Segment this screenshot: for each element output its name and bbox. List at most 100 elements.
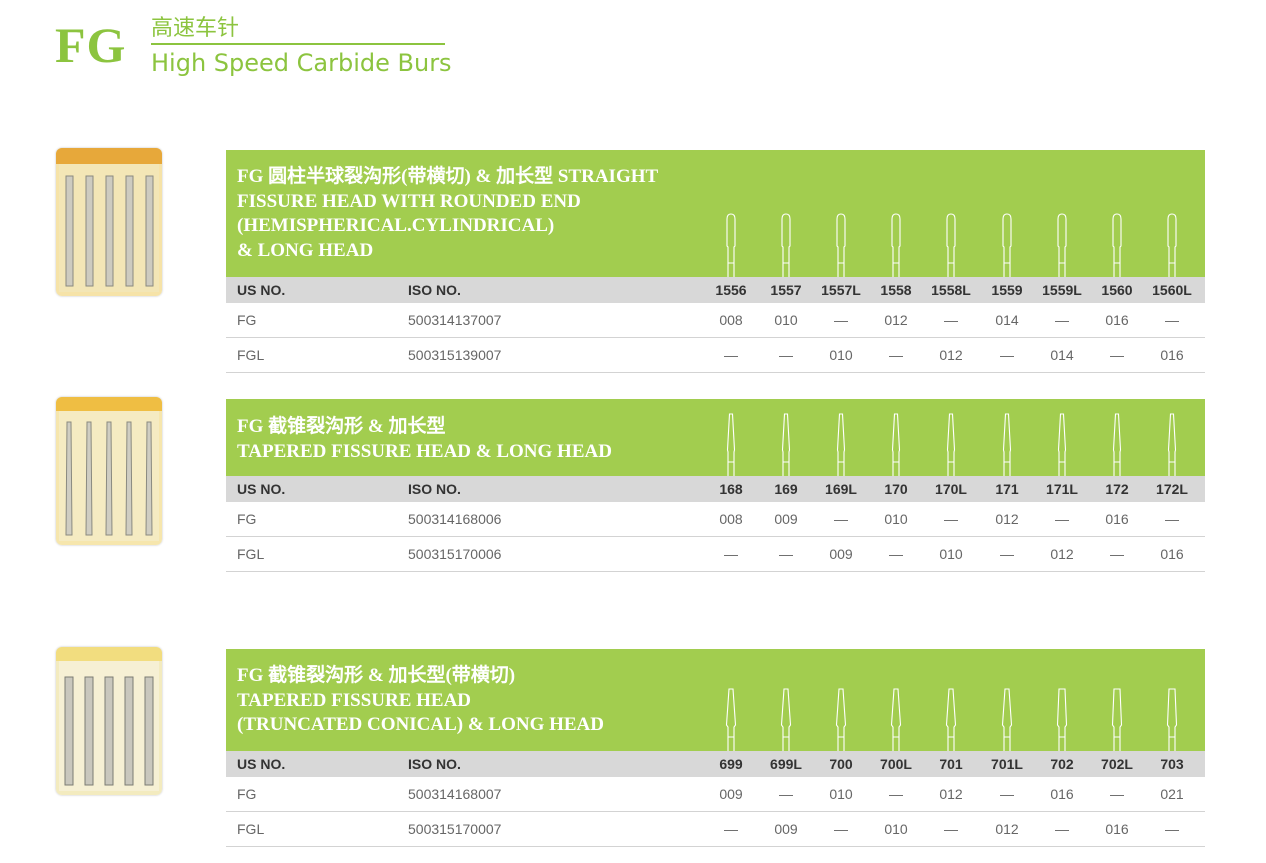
size-value-cell: — <box>834 821 848 837</box>
page-title-cn: 高速车针 <box>151 16 240 41</box>
size-header: 702L <box>1101 756 1133 772</box>
size-value-cell: — <box>779 786 793 802</box>
table-row: FGL 500315139007 — — 010 — 012 — 014 — 0… <box>226 338 1205 373</box>
iso-no-cell: 500314168006 <box>408 511 502 527</box>
size-header: 169 <box>774 481 798 497</box>
size-value-cell: 009 <box>774 511 798 527</box>
iso-no-cell: 500314168007 <box>408 786 502 802</box>
section-title-line: (HEMISPHERICAL.CYLINDRICAL) <box>237 215 555 236</box>
section-title-line: TAPERED FISSURE HEAD <box>237 689 472 711</box>
size-value-cell: — <box>889 546 903 562</box>
bur-shape-icon <box>1165 687 1179 751</box>
size-value-cell: 012 <box>1050 546 1074 562</box>
bur-shape-icon <box>724 412 738 476</box>
size-value-cell: 008 <box>719 312 743 328</box>
size-value-cell: 016 <box>1160 546 1184 562</box>
bur-shape-icon <box>834 412 848 476</box>
us-no-cell: FGL <box>237 347 265 363</box>
size-header: 170L <box>935 481 967 497</box>
bur-shape-icon <box>1165 213 1179 277</box>
size-header: 701 <box>939 756 963 772</box>
table-row: FGL 500315170007 — 009 — 010 — 012 — 016… <box>226 812 1205 847</box>
section-title: FG 截锥裂沟形 & 加长型(带横切) TAPERED FISSURE HEAD… <box>237 664 604 738</box>
size-value-cell: — <box>1055 511 1069 527</box>
size-value-cell: — <box>1055 821 1069 837</box>
size-value-cell: — <box>1110 546 1124 562</box>
bur-shape-icon <box>944 412 958 476</box>
bur-shape-icon <box>1110 412 1124 476</box>
section-title-line: TAPERED FISSURE HEAD & LONG HEAD <box>237 440 612 462</box>
product-image-straight-fissure <box>56 148 162 296</box>
bur-shape-icon <box>889 213 903 277</box>
bur-shape-icon <box>944 213 958 277</box>
size-value-cell: 010 <box>884 511 908 527</box>
size-value-cell: 012 <box>995 821 1019 837</box>
size-value-cell: 012 <box>884 312 908 328</box>
size-value-cell: — <box>944 511 958 527</box>
size-header: 699L <box>770 756 802 772</box>
bur-shape-icon <box>1000 213 1014 277</box>
bur-shape-icon <box>1110 687 1124 751</box>
size-value-cell: — <box>1165 511 1179 527</box>
size-header: 1558 <box>880 282 912 298</box>
size-header: 168 <box>719 481 743 497</box>
bur-shape-icon <box>1165 412 1179 476</box>
size-value-cell: 016 <box>1105 312 1129 328</box>
iso-no-header: ISO NO. <box>408 481 461 497</box>
size-value-cell: 009 <box>774 821 798 837</box>
bur-shape-icon <box>944 687 958 751</box>
iso-no-cell: 500315170006 <box>408 546 502 562</box>
size-value-cell: — <box>889 786 903 802</box>
bur-set-icon <box>64 676 154 786</box>
size-value-cell: 012 <box>995 511 1019 527</box>
bur-shape-icon <box>779 687 793 751</box>
section-banner: FG 截锥裂沟形 & 加长型 TAPERED FISSURE HEAD & LO… <box>226 399 1205 476</box>
size-header: 1560L <box>1152 282 1192 298</box>
size-header: 170 <box>884 481 908 497</box>
size-value-cell: 021 <box>1160 786 1184 802</box>
size-header: 703 <box>1160 756 1184 772</box>
table-row: FGL 500315170006 — — 009 — 010 — 012 — 0… <box>226 537 1205 572</box>
iso-no-cell: 500314137007 <box>408 312 502 328</box>
size-value-cell: — <box>724 347 738 363</box>
page-title-en: High Speed Carbide Burs <box>151 49 452 77</box>
bur-shape-icon <box>889 412 903 476</box>
bur-shape-icon <box>779 213 793 277</box>
size-value-cell: 016 <box>1050 786 1074 802</box>
size-value-cell: 016 <box>1160 347 1184 363</box>
product-image-tapered-fissure <box>56 397 162 545</box>
size-header: 1558L <box>931 282 971 298</box>
bur-shape-icon <box>779 412 793 476</box>
size-value-cell: — <box>1110 347 1124 363</box>
bur-shape-icon <box>1055 412 1069 476</box>
bur-shape-icon <box>1000 687 1014 751</box>
size-value-cell: 008 <box>719 511 743 527</box>
size-value-cell: 012 <box>939 786 963 802</box>
size-value-cell: 016 <box>1105 511 1129 527</box>
us-no-header: US NO. <box>237 481 286 497</box>
bur-shape-icon <box>834 213 848 277</box>
us-no-header: US NO. <box>237 756 286 772</box>
size-value-cell: — <box>1165 312 1179 328</box>
iso-no-header: ISO NO. <box>408 756 461 772</box>
size-header: 701L <box>991 756 1023 772</box>
brand-logo: FG <box>55 17 127 73</box>
size-value-cell: 012 <box>939 347 963 363</box>
bur-shape-icon <box>1055 213 1069 277</box>
section-title-line: & LONG HEAD <box>237 239 374 261</box>
size-header: 1557L <box>821 282 861 298</box>
size-header: 171L <box>1046 481 1078 497</box>
section-title-line: (TRUNCATED CONICAL) & LONG HEAD <box>237 714 604 735</box>
us-no-cell: FGL <box>237 546 265 562</box>
size-value-cell: — <box>724 821 738 837</box>
size-header: 702 <box>1050 756 1074 772</box>
bur-set-icon <box>65 421 153 536</box>
size-value-cell: — <box>1000 347 1014 363</box>
us-no-cell: FG <box>237 511 257 527</box>
size-header: 172L <box>1156 481 1188 497</box>
section-title-line: FISSURE HEAD WITH ROUNDED END <box>237 190 581 212</box>
us-no-cell: FGL <box>237 821 265 837</box>
size-header: 700 <box>829 756 853 772</box>
section-banner: FG 截锥裂沟形 & 加长型(带横切) TAPERED FISSURE HEAD… <box>226 649 1205 751</box>
bur-shape-icon <box>1110 213 1124 277</box>
